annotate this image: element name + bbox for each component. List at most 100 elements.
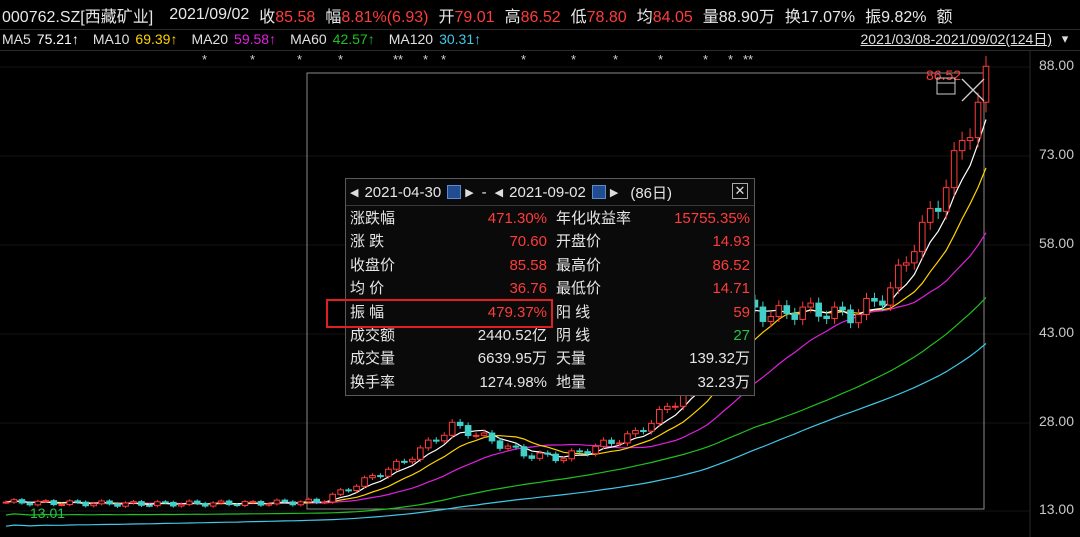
divider [0, 29, 1080, 30]
candle [759, 301, 767, 327]
candle [193, 499, 201, 506]
candle [791, 307, 799, 325]
ma60-label[interactable]: MA60 [290, 31, 327, 47]
change-value: 8.81%(6.93) [341, 8, 429, 26]
stat-value: 70.60 [509, 233, 547, 251]
stat-value: 6639.95万 [477, 350, 547, 368]
candle [329, 492, 336, 504]
ma20-label[interactable]: MA20 [191, 31, 229, 47]
candle [337, 487, 344, 497]
open-value: 79.01 [454, 8, 495, 26]
window-restore-icon[interactable] [936, 77, 956, 95]
signal-stars: * * * * ** * * * * * * * * ** [202, 52, 753, 67]
ma60-line [5, 297, 987, 516]
ma-bar: MA5 75.21↑ MA10 69.39↑ MA20 59.58↑ MA60 … [0, 29, 1080, 49]
stat-value: 32.23万 [697, 373, 750, 391]
candle [162, 500, 169, 505]
date-separator: - [481, 183, 487, 201]
change-label: 幅 [325, 8, 342, 26]
prev-start-icon[interactable]: ◀ [350, 186, 359, 199]
ma5-line [5, 119, 987, 506]
candle [887, 281, 894, 312]
candle [34, 499, 42, 507]
candle [775, 300, 783, 323]
stat-value: 85.58 [509, 256, 547, 274]
candle [154, 500, 161, 508]
candle [217, 499, 225, 505]
candle [488, 430, 496, 444]
candle [823, 310, 830, 325]
signal-star: * [297, 52, 302, 67]
low-label: 低 [570, 8, 587, 26]
close-field: 收85.58 [259, 3, 315, 27]
ma120-label[interactable]: MA120 [388, 31, 434, 47]
y-axis-label: 88.00 [1038, 57, 1074, 73]
chevron-down-icon[interactable]: ▾ [1061, 31, 1069, 46]
signal-star: * [250, 52, 255, 67]
candle [424, 437, 432, 451]
candle [616, 440, 623, 447]
candle [42, 498, 50, 504]
candle [815, 297, 822, 322]
candle [831, 301, 838, 325]
candle [377, 473, 384, 479]
candle [807, 297, 815, 313]
quote-bar: 000762.SZ[西藏矿业] 2021/09/02 收85.58 幅8.81%… [0, 0, 1080, 29]
candle [432, 437, 440, 444]
amplitude-value: 9.82% [881, 8, 927, 26]
ma10-label[interactable]: MA10 [92, 31, 130, 47]
stock-code-name[interactable]: 000762.SZ[西藏矿业] [2, 8, 154, 26]
end-date-field[interactable]: 2021-09-02 [509, 183, 586, 201]
next-end-icon[interactable]: ▶ [609, 186, 619, 199]
y-axis-label: 28.00 [1038, 413, 1074, 429]
candle [106, 499, 113, 506]
candle [305, 497, 313, 504]
candle [656, 406, 663, 427]
prev-end-icon[interactable]: ◀ [494, 186, 504, 199]
interval-stats-panel: ◀ 2021-04-30 ▶ - ◀ 2021-09-02 ▶ (86日) ✕ … [345, 178, 755, 396]
candle [592, 443, 599, 457]
arrow-icon[interactable] [961, 78, 985, 102]
candle [648, 419, 655, 435]
stat-value: 479.37% [487, 303, 547, 321]
quote-date: 2021/09/02 [169, 5, 250, 23]
calendar-icon[interactable] [447, 185, 462, 199]
selection-box[interactable] [306, 72, 985, 510]
stat-value: 36.76 [509, 280, 547, 298]
candle [966, 128, 974, 150]
candle [98, 499, 105, 506]
turnover-field: 换17.07% [785, 3, 855, 27]
candle [847, 304, 854, 329]
candle [393, 458, 400, 472]
candle [130, 499, 137, 505]
stat-label: 换手率 [350, 373, 396, 391]
calendar-icon[interactable] [591, 185, 606, 199]
candle [767, 311, 775, 327]
candle [58, 502, 66, 507]
candle [114, 502, 121, 508]
high-marker-label: 86.52 [926, 67, 961, 83]
candle [353, 484, 360, 493]
stat-label: 开盘价 [556, 233, 602, 251]
candle [401, 458, 408, 465]
turnover-value: 17.07% [800, 8, 856, 26]
high-value: 86.52 [520, 8, 561, 26]
stat-label: 成交额 [350, 327, 396, 344]
ma5-label[interactable]: MA5 [2, 31, 31, 47]
stat-label: 收盘价 [350, 256, 396, 274]
close-label: 收 [259, 8, 276, 26]
stat-value: 14.71 [712, 280, 750, 298]
ma20-value: 59.58↑ [234, 31, 277, 47]
candle [600, 437, 607, 450]
candle [568, 448, 575, 462]
amplitude-field: 振9.82% [865, 3, 926, 27]
start-date-field[interactable]: 2021-04-30 [364, 183, 442, 201]
date-range-link[interactable]: 2021/03/08-2021/09/02(124日) [860, 31, 1052, 47]
amplitude-label: 振 [865, 8, 882, 26]
stat-value: 15755.35% [674, 210, 750, 227]
next-start-icon[interactable]: ▶ [465, 186, 474, 199]
stat-value: 139.32万 [689, 350, 750, 368]
candle [576, 448, 583, 455]
close-icon[interactable]: ✕ [732, 183, 748, 199]
y-axis-label: 58.00 [1038, 235, 1074, 251]
